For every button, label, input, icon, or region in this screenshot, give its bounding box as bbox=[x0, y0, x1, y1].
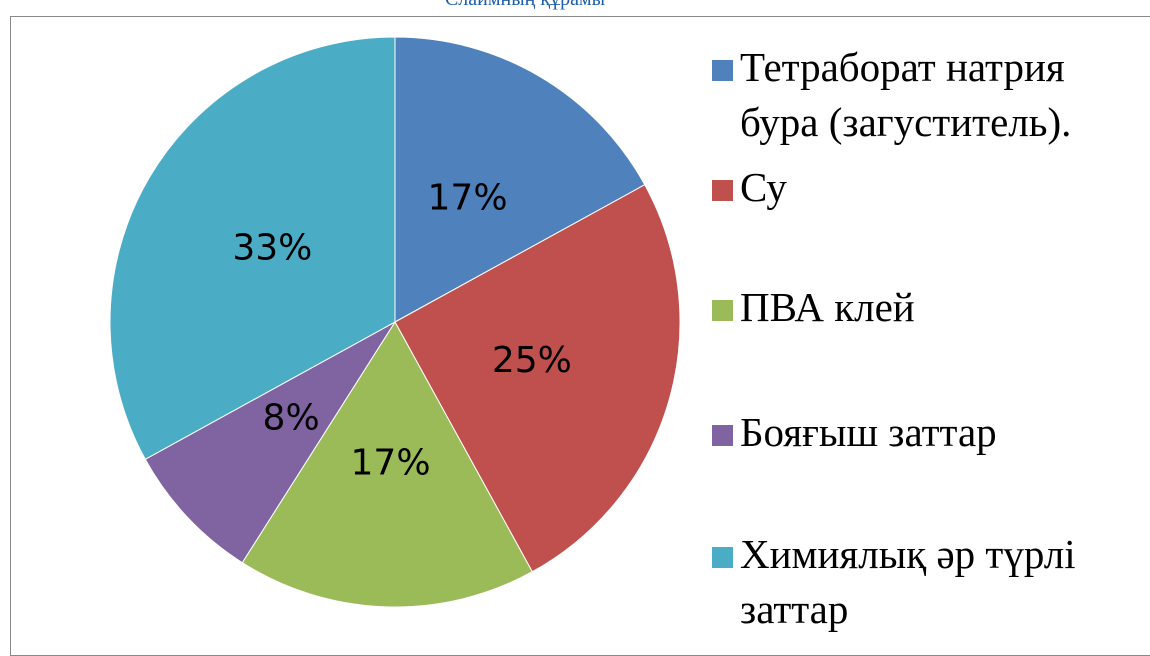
pie: 17% 25% 17% 8% 33% bbox=[109, 36, 681, 608]
data-label: 33% bbox=[232, 227, 312, 268]
legend-entry: ПВА клей bbox=[712, 280, 1142, 335]
legend-label: Бояғыш заттар bbox=[740, 409, 997, 455]
legend-swatch bbox=[712, 425, 733, 446]
legend-entry: Су bbox=[712, 160, 1142, 215]
legend-entry: Тетраборат натрия бура (загуститель). bbox=[712, 40, 1142, 150]
data-label: 17% bbox=[428, 177, 508, 218]
pie-slice bbox=[394, 184, 681, 573]
pie-slice bbox=[394, 36, 646, 323]
data-label: 8% bbox=[263, 398, 320, 439]
data-label: 25% bbox=[492, 340, 572, 381]
legend-entry: Химиялық әр түрлі заттар bbox=[712, 527, 1142, 637]
legend-label: ПВА клей bbox=[740, 284, 915, 330]
legend-label: Тетраборат натрия бура (загуститель). bbox=[740, 44, 1072, 145]
legend-label: Химиялық әр түрлі заттар bbox=[740, 531, 1076, 632]
legend-swatch bbox=[712, 180, 733, 201]
legend-swatch bbox=[712, 300, 733, 321]
pie-slice bbox=[144, 321, 396, 564]
data-label: 17% bbox=[351, 442, 431, 483]
pie-slice bbox=[109, 36, 396, 460]
chart-title: Слаймның құрамы bbox=[0, 0, 1050, 11]
legend-swatch bbox=[712, 60, 733, 81]
pie-slice bbox=[241, 321, 533, 608]
legend-label: Су bbox=[740, 164, 787, 210]
legend-entry: Бояғыш заттар bbox=[712, 405, 1142, 460]
legend-swatch bbox=[712, 547, 733, 568]
